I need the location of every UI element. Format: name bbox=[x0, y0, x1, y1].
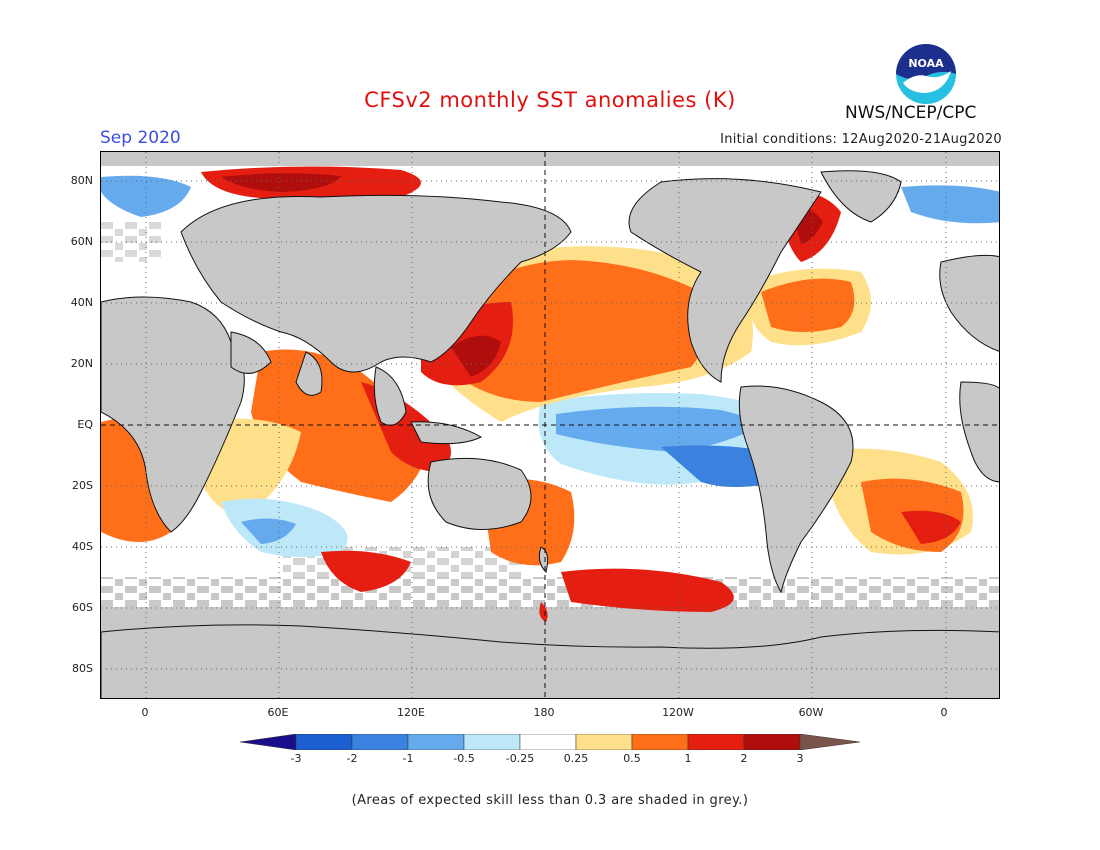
continents bbox=[101, 170, 999, 698]
north-pacific-warm bbox=[431, 260, 709, 402]
indian-ocean-warm bbox=[251, 349, 431, 502]
initial-conditions: Initial conditions: 12Aug2020-21Aug2020 bbox=[720, 132, 1002, 147]
colorbar-segment bbox=[240, 734, 297, 750]
colorbar-label: 1 bbox=[684, 752, 692, 765]
colorbar-label: -0.5 bbox=[453, 752, 475, 765]
lon-label: 180 bbox=[533, 706, 555, 719]
colorbar-label: -1 bbox=[402, 752, 414, 765]
colorbar-segment bbox=[519, 734, 577, 750]
land-australia bbox=[427, 457, 532, 530]
sst-anomaly-map bbox=[100, 151, 1000, 699]
skill-footnote: (Areas of expected skill less than 0.3 a… bbox=[351, 793, 749, 808]
agency-label: NWS/NCEP/CPC bbox=[845, 103, 977, 123]
land-north-america bbox=[628, 178, 822, 383]
colorbar-label: -2 bbox=[346, 752, 358, 765]
lat-label: EQ bbox=[77, 418, 93, 431]
colorbar-label: 0.5 bbox=[623, 752, 641, 765]
land-antarctica bbox=[101, 624, 999, 698]
colorbar-segment bbox=[575, 734, 633, 750]
colorbar-label: 0.25 bbox=[563, 752, 589, 765]
noaa-logo-text: NOAA bbox=[908, 57, 944, 70]
forecast-month: Sep 2020 bbox=[100, 128, 181, 148]
land-greenland bbox=[820, 170, 902, 223]
lon-label: 120W bbox=[662, 706, 694, 719]
low-skill-patchy-south bbox=[101, 577, 999, 607]
noaa-logo: NOAA bbox=[896, 44, 956, 104]
lat-label: 60N bbox=[70, 235, 93, 248]
colorbar-segment bbox=[351, 734, 409, 750]
lon-label: 120E bbox=[397, 706, 425, 719]
colorbar-segment bbox=[295, 734, 353, 750]
lon-label: 60W bbox=[798, 706, 824, 719]
lon-label: 60E bbox=[267, 706, 289, 719]
colorbar-label: 3 bbox=[796, 752, 804, 765]
colorbar-label: -0.25 bbox=[505, 752, 535, 765]
lat-label: 40S bbox=[72, 540, 93, 553]
lat-label: 80N bbox=[70, 174, 93, 187]
colorbar bbox=[240, 734, 860, 750]
colorbar-segment bbox=[799, 734, 860, 750]
lat-label: 80S bbox=[72, 662, 93, 675]
land-south-america bbox=[738, 385, 854, 594]
colorbar-segment bbox=[743, 734, 801, 750]
lat-label: 40N bbox=[70, 296, 93, 309]
lat-label: 20S bbox=[72, 479, 93, 492]
map-title: CFSv2 monthly SST anomalies (K) bbox=[364, 88, 736, 112]
colorbar-label: 2 bbox=[740, 752, 748, 765]
lat-label: 60S bbox=[72, 601, 93, 614]
colorbar-segment bbox=[407, 734, 465, 750]
colorbar-segment bbox=[463, 734, 521, 750]
lon-label: 0 bbox=[141, 706, 149, 719]
colorbar-label: -3 bbox=[290, 752, 302, 765]
graticule bbox=[101, 152, 999, 698]
lat-label: 20N bbox=[70, 357, 93, 370]
colorbar-segment bbox=[687, 734, 745, 750]
low-skill-band-north bbox=[101, 152, 999, 166]
cold-tongue bbox=[556, 406, 766, 452]
lon-label: 0 bbox=[940, 706, 948, 719]
colorbar-segment bbox=[631, 734, 689, 750]
map-canvas bbox=[101, 152, 999, 698]
